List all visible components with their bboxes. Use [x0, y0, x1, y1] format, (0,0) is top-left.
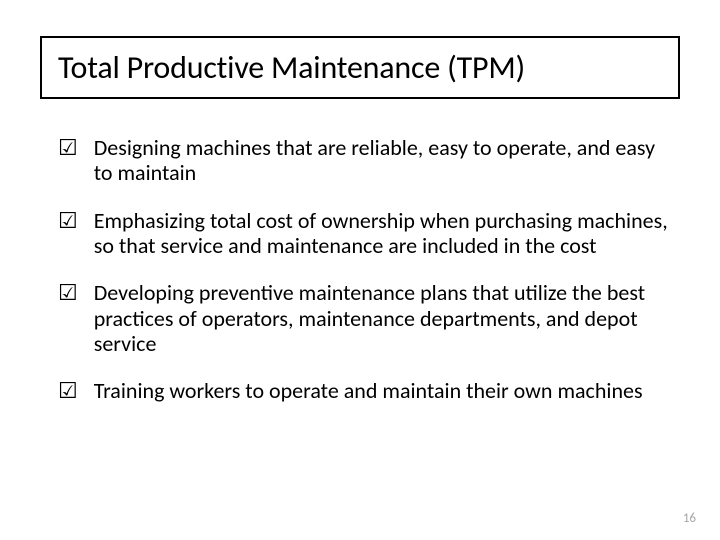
bullet-item: ☑ Designing machines that are reliable, … [58, 135, 670, 186]
bullet-text: Designing machines that are reliable, ea… [94, 135, 670, 186]
page-number: 16 [683, 511, 696, 526]
checkbox-icon: ☑ [58, 282, 78, 304]
bullet-text: Training workers to operate and maintain… [94, 378, 643, 403]
bullet-text: Emphasizing total cost of ownership when… [94, 208, 670, 259]
checkbox-icon: ☑ [58, 210, 78, 232]
bullet-item: ☑ Developing preventive maintenance plan… [58, 280, 670, 356]
checkbox-icon: ☑ [58, 380, 78, 402]
bullet-item: ☑ Training workers to operate and mainta… [58, 378, 670, 403]
bullet-text: Developing preventive maintenance plans … [94, 280, 670, 356]
slide-container: Total Productive Maintenance (TPM) ☑ Des… [0, 0, 720, 540]
checkbox-icon: ☑ [58, 137, 78, 159]
title-box: Total Productive Maintenance (TPM) [40, 36, 680, 99]
bullet-item: ☑ Emphasizing total cost of ownership wh… [58, 208, 670, 259]
bullet-list: ☑ Designing machines that are reliable, … [40, 135, 680, 403]
slide-title: Total Productive Maintenance (TPM) [58, 50, 662, 85]
